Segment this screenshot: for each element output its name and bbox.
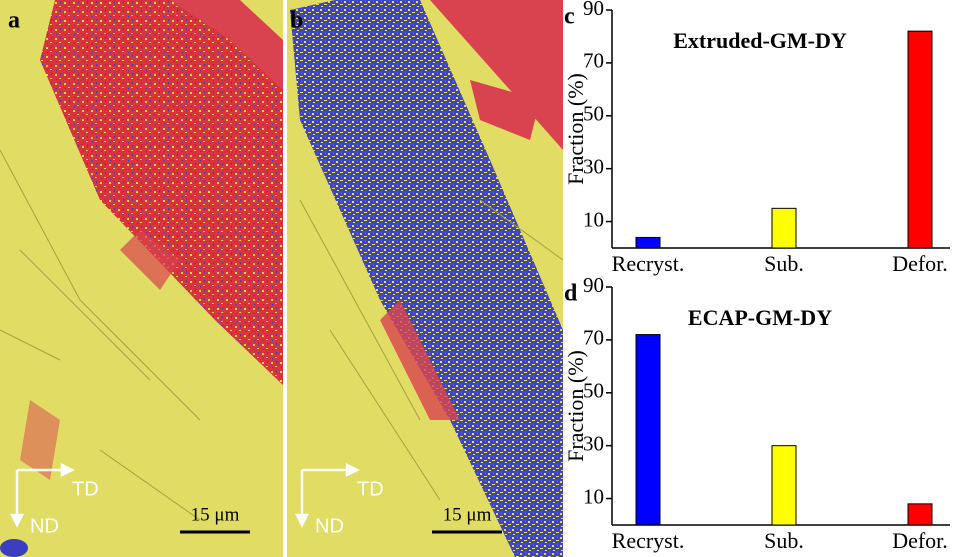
micrograph-b [287, 0, 564, 557]
panel-label: a [8, 8, 20, 34]
y-tick-label: 30 [583, 154, 604, 178]
panel-label: b [290, 8, 303, 34]
y-tick-label: 30 [583, 431, 604, 455]
x-tick-label: Sub. [764, 528, 804, 553]
y-tick-label: 90 [583, 273, 604, 297]
micrograph-a [0, 0, 283, 557]
x-tick-label: Sub. [764, 251, 804, 276]
y-tick-label: 90 [583, 0, 604, 20]
y-tick-label: 70 [583, 326, 604, 350]
y-tick-label: 10 [583, 484, 604, 508]
bar [771, 445, 797, 526]
bar [907, 30, 933, 249]
y-tick-label: 50 [583, 102, 604, 126]
scale-label: 15 μm [191, 504, 240, 525]
y-tick-label: 10 [583, 207, 604, 231]
bar [907, 503, 933, 526]
axis-label: ND [30, 515, 59, 537]
bar [635, 236, 661, 249]
chart-title: Extruded-GM-DY [673, 28, 847, 53]
axis-label: ND [315, 515, 344, 537]
x-tick-label: Defor. [892, 251, 948, 276]
y-axis-label: Fraction (%) [563, 350, 588, 462]
axis-label: TD [72, 478, 99, 500]
orientation-axes [9, 462, 360, 528]
bar [635, 334, 661, 526]
y-tick-label: 70 [583, 49, 604, 73]
y-tick-label: 50 [583, 379, 604, 403]
x-tick-label: Recryst. [612, 528, 685, 553]
x-tick-label: Recryst. [612, 251, 685, 276]
x-tick-label: Defor. [892, 528, 948, 553]
chart-title: ECAP-GM-DY [688, 305, 832, 330]
scale-label: 15 μm [443, 504, 492, 525]
bar [771, 207, 797, 249]
axis-label: TD [357, 478, 384, 500]
y-axis-label: Fraction (%) [563, 73, 588, 185]
panel-label: c [564, 4, 575, 30]
panel-label: d [564, 281, 578, 307]
